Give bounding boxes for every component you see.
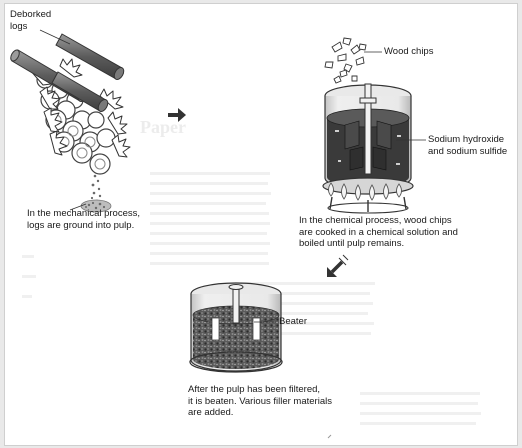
chemicals-label: Sodium hydroxide and sodium sulfide [428, 134, 508, 157]
chemical-digester [322, 37, 414, 214]
mechanical-process-caption: In the mechanical process, logs are grou… [27, 208, 141, 231]
deborked-log [51, 71, 109, 112]
chemical-process-caption: In the chemical process, wood chips are … [299, 215, 458, 249]
deborked-logs-label: Deborked logs [10, 9, 52, 32]
deborked-log [55, 33, 125, 80]
burner-flames [328, 182, 402, 201]
beater-label: Beater [279, 316, 307, 327]
process-arrow-right [168, 108, 186, 122]
beater-caption: After the pulp has been filtered, it is … [188, 384, 332, 418]
mechanical-grinder [10, 33, 131, 213]
wood-chips-label: Wood chips [384, 46, 434, 57]
ground-pulp-pile [80, 174, 112, 213]
beater-vessel [189, 282, 283, 373]
wood-chips [324, 37, 367, 84]
background-heading: Paper [140, 117, 186, 137]
process-arrow-down-left [327, 254, 349, 277]
